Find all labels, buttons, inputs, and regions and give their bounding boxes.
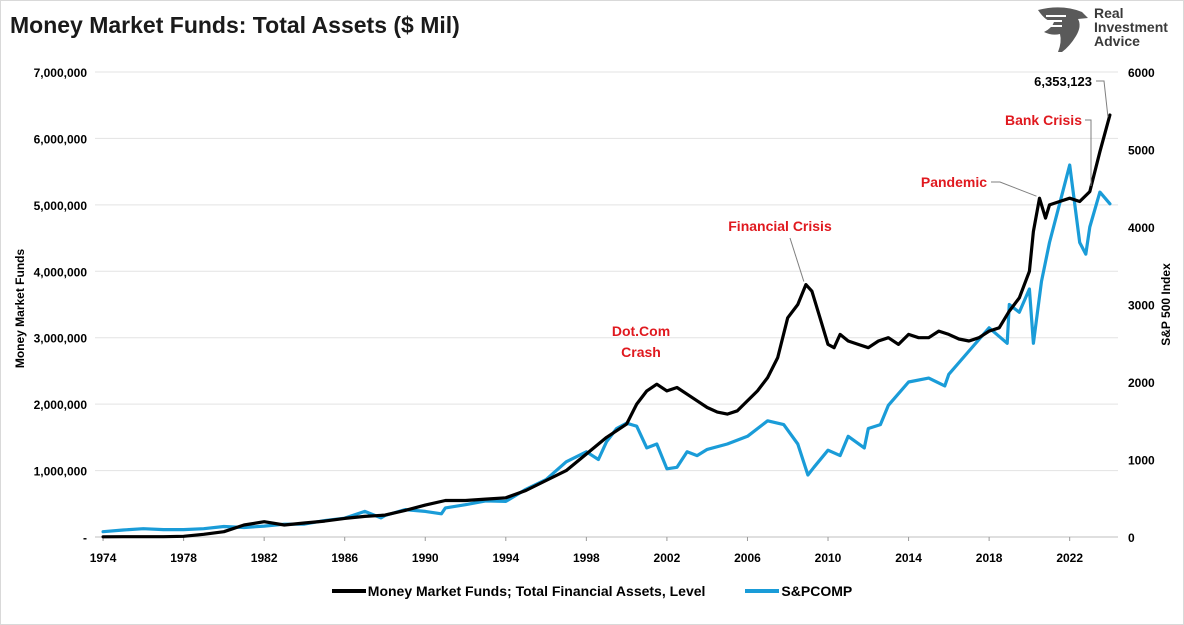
series-line-spx [101, 163, 1112, 534]
legend-item-mmf: Money Market Funds; Total Financial Asse… [331, 583, 706, 599]
y-tick-label: 7,000,000 [34, 66, 88, 80]
annotation-leader-bank-crisis [1085, 119, 1092, 186]
eagle-icon [1038, 7, 1088, 52]
x-tick-label: 1982 [251, 551, 278, 565]
y2-tick-label: 0 [1128, 531, 1135, 545]
chart-legend: Money Market Funds; Total Financial Asse… [0, 583, 1184, 599]
y2-tick-label: 6000 [1128, 66, 1155, 80]
y2-tick-label: 4000 [1128, 221, 1155, 235]
logo-line: Advice [1094, 33, 1140, 49]
logo-wordmark: Real Investment Advice [1094, 6, 1168, 48]
y-tick-label: 2,000,000 [34, 398, 88, 412]
y2-tick-label: 5000 [1128, 144, 1155, 158]
legend-label-mmf: Money Market Funds; Total Financial Asse… [367, 583, 706, 599]
chart-title: Money Market Funds: Total Assets ($ Mil) [10, 12, 460, 38]
annotation-leader-pandemic [991, 181, 1037, 197]
annotation-leader-peak [1096, 80, 1109, 118]
legend-label-spx: S&PCOMP [781, 583, 853, 599]
annotation-bank-crisis: Bank Crisis [1005, 112, 1082, 128]
x-tick-label: 1978 [170, 551, 197, 565]
y-tick-label: 5,000,000 [34, 199, 88, 213]
x-tick-label: 1994 [492, 551, 519, 565]
y-tick-label: 4,000,000 [34, 265, 88, 279]
y2-axis-title: S&P 500 Index [1159, 263, 1173, 346]
annotation-dotcom-line1: Dot.Com [612, 323, 670, 339]
y-tick-label: 6,000,000 [34, 132, 88, 146]
series-line-mmf [101, 113, 1112, 539]
x-tick-label: 1990 [412, 551, 439, 565]
y-tick-label: 3,000,000 [34, 332, 88, 346]
x-tick-label: 2006 [734, 551, 761, 565]
x-tick-label: 2018 [976, 551, 1003, 565]
y-tick-label: - [83, 531, 87, 545]
legend-swatch-spx [745, 589, 780, 593]
y-axis-title: Money Market Funds [13, 249, 27, 369]
annotation-peak-value: 6,353,123 [1034, 74, 1092, 89]
legend-item-spx: S&PCOMP [745, 583, 852, 599]
logo-line: Investment [1094, 19, 1168, 35]
y-tick-label: 1,000,000 [34, 465, 88, 479]
annotation-dotcom-line2: Crash [621, 344, 661, 360]
logo-line: Real [1094, 5, 1124, 21]
y2-tick-label: 2000 [1128, 376, 1155, 390]
annotation-financial-crisis: Financial Crisis [728, 218, 832, 234]
x-tick-label: 1986 [331, 551, 358, 565]
annotation-leader-financial-crisis [789, 237, 805, 282]
x-tick-label: 1998 [573, 551, 600, 565]
annotation-pandemic: Pandemic [921, 174, 987, 190]
x-tick-label: 1974 [90, 551, 117, 565]
x-tick-label: 2022 [1056, 551, 1083, 565]
brand-logo: Real Investment Advice [1032, 2, 1182, 54]
legend-swatch-mmf [331, 589, 366, 593]
y2-tick-label: 3000 [1128, 299, 1155, 313]
x-tick-label: 2002 [654, 551, 681, 565]
x-tick-label: 2010 [815, 551, 842, 565]
x-tick-label: 2014 [895, 551, 922, 565]
y2-tick-label: 1000 [1128, 454, 1155, 468]
